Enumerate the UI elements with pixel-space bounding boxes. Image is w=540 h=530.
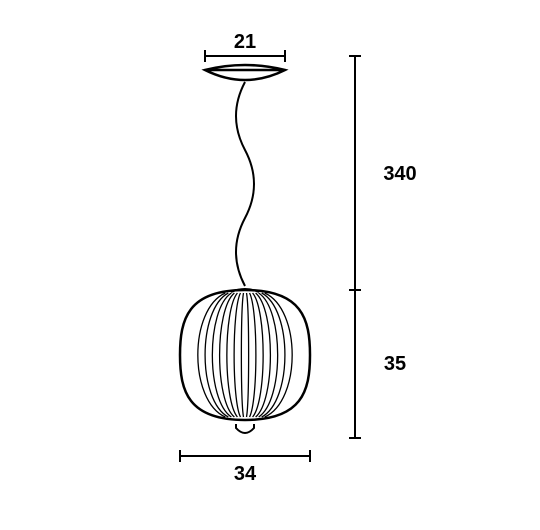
dim-total-height: 340 [349,56,417,290]
suspension-cord [236,82,254,286]
dim-label-lamp-height: 35 [384,353,406,375]
dim-lamp-width: 34 [180,450,310,485]
lamp-rib [265,293,292,417]
dim-label-canopy-width: 21 [234,31,256,53]
lamp-rib [241,293,243,417]
lamp-rib [198,293,225,417]
lamp-body [180,289,310,420]
lamp-rib [234,293,240,417]
lamp-rib [247,293,249,417]
lamp-outline [180,290,310,420]
lamp-rib [212,293,231,417]
lamp-rib [250,293,256,417]
lamp-rib [259,293,278,417]
dim-label-total-height: 340 [383,163,416,185]
canopy [205,65,285,80]
dim-label-lamp-width: 34 [234,463,257,485]
dim-canopy-width: 21 [205,31,285,62]
dim-lamp-height: 35 [349,290,406,438]
lamp-bottom-fitting [236,424,254,433]
pendant-lamp-technical-drawing: 21 340 35 34 [0,0,540,530]
